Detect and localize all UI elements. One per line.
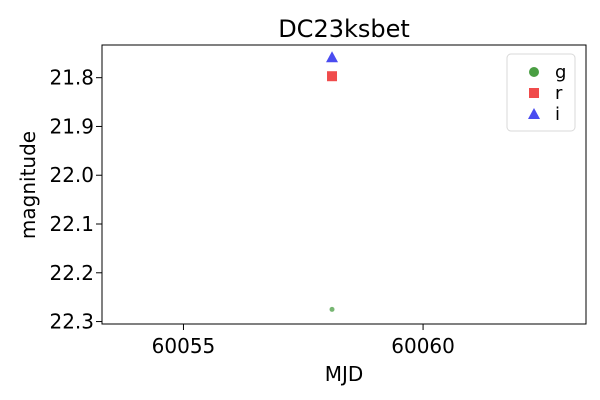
y-tick-label: 22.3 bbox=[49, 310, 94, 334]
data-points bbox=[326, 51, 339, 312]
legend: gri bbox=[506, 53, 576, 132]
x-tick-label: 60060 bbox=[391, 334, 455, 358]
legend-marker-r bbox=[529, 88, 539, 98]
x-axis-label: MJD bbox=[325, 362, 364, 386]
chart-title: DC23ksbet bbox=[278, 15, 410, 43]
y-tick-label: 22.0 bbox=[49, 163, 94, 187]
legend-marker-i bbox=[528, 108, 540, 119]
x-tick-label: 60055 bbox=[152, 334, 216, 358]
legend-label-r: r bbox=[555, 83, 563, 104]
legend-label-i: i bbox=[555, 104, 560, 125]
legend-box bbox=[506, 53, 576, 132]
data-point-r bbox=[327, 71, 338, 82]
y-tick-label: 22.2 bbox=[49, 261, 94, 285]
legend-label-g: g bbox=[555, 62, 566, 83]
data-point-g bbox=[329, 306, 335, 312]
x-axis: 60055 60060 bbox=[152, 324, 455, 358]
legend-marker-g bbox=[529, 67, 539, 77]
data-point-i bbox=[326, 51, 339, 63]
plot-area bbox=[101, 44, 587, 325]
y-axis-label: magnitude bbox=[16, 131, 40, 239]
y-tick-label: 21.9 bbox=[49, 114, 94, 138]
y-axis: 21.8 21.9 22.0 22.1 22.2 22.3 bbox=[49, 66, 102, 334]
y-tick-label: 22.1 bbox=[49, 212, 94, 236]
plot-frame bbox=[101, 44, 587, 325]
y-tick-label: 21.8 bbox=[49, 66, 94, 90]
